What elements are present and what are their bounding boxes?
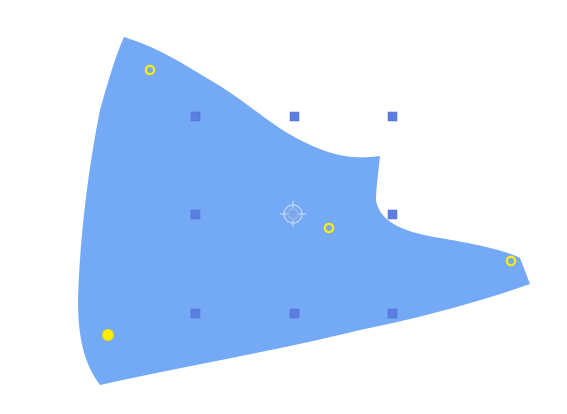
grid-handle[interactable] [387, 308, 398, 319]
grid-handles [190, 111, 398, 319]
grid-handle[interactable] [289, 308, 300, 319]
yellow-ring-handle-icon[interactable] [505, 255, 517, 267]
yellow-dot-handle-icon[interactable] [102, 329, 114, 341]
warped-shape[interactable] [78, 37, 530, 385]
grid-handle[interactable] [190, 308, 201, 319]
control-handles [102, 64, 517, 341]
yellow-ring-handle-icon[interactable] [323, 222, 335, 234]
grid-handle[interactable] [387, 209, 398, 220]
grid-handle[interactable] [289, 111, 300, 122]
yellow-ring-handle-icon[interactable] [144, 64, 156, 76]
grid-handle[interactable] [190, 111, 201, 122]
grid-handle[interactable] [387, 111, 398, 122]
crosshair-target-icon[interactable] [280, 201, 306, 227]
grid-handle[interactable] [190, 209, 201, 220]
